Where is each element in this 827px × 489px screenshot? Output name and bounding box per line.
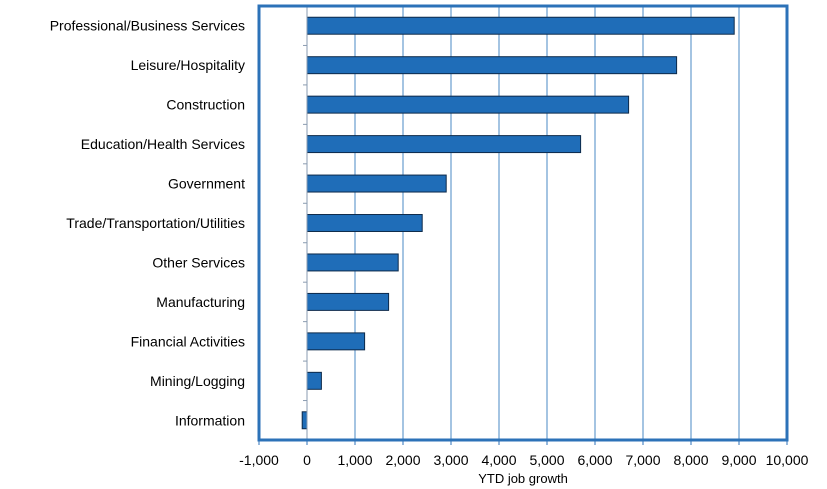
x-tick-label: 1,000 (337, 452, 372, 468)
bar (306, 332, 366, 351)
x-tick-label: 0 (303, 452, 311, 468)
x-tick-label: 10,000 (766, 452, 809, 468)
category-label: Trade/Transportation/Utilities (66, 215, 245, 231)
bar (306, 135, 582, 154)
x-axis-title: YTD job growth (478, 471, 568, 486)
bar (301, 411, 308, 430)
x-tick-label: 2,000 (385, 452, 420, 468)
category-label: Leisure/Hospitality (131, 57, 245, 73)
x-tick-label: 8,000 (673, 452, 708, 468)
gridlines (354, 6, 740, 440)
bar (306, 95, 630, 114)
x-tick-label: 6,000 (577, 452, 612, 468)
x-tick-label: -1,000 (239, 452, 279, 468)
category-label: Professional/Business Services (50, 18, 245, 34)
category-labels: Professional/Business Services Leisure/Ho… (50, 18, 245, 429)
x-tick-label: 4,000 (481, 452, 516, 468)
bar (306, 371, 322, 390)
x-tick-label: 9,000 (721, 452, 756, 468)
category-label: Mining/Logging (150, 373, 245, 389)
bar (306, 253, 399, 272)
bar (306, 174, 447, 193)
axes (258, 5, 788, 445)
bar (306, 16, 735, 35)
plot-frame (257, 4, 789, 442)
x-tick-labels: -1,000 0 1,000 2,000 3,000 4,000 5,000 6,000 7,0… (239, 452, 808, 468)
category-label: Government (168, 176, 245, 192)
bar (306, 292, 390, 311)
x-tick-label: 5,000 (529, 452, 564, 468)
x-tick-label: 3,000 (433, 452, 468, 468)
category-label: Manufacturing (156, 294, 245, 310)
category-label: Education/Health Services (81, 136, 245, 152)
bars (301, 16, 735, 430)
category-label: Financial Activities (131, 333, 245, 349)
bar (306, 56, 678, 75)
x-tick-label: 7,000 (625, 452, 660, 468)
bar (306, 214, 423, 232)
category-label: Other Services (152, 254, 245, 270)
category-label: Construction (166, 97, 245, 113)
category-label: Information (175, 412, 245, 428)
